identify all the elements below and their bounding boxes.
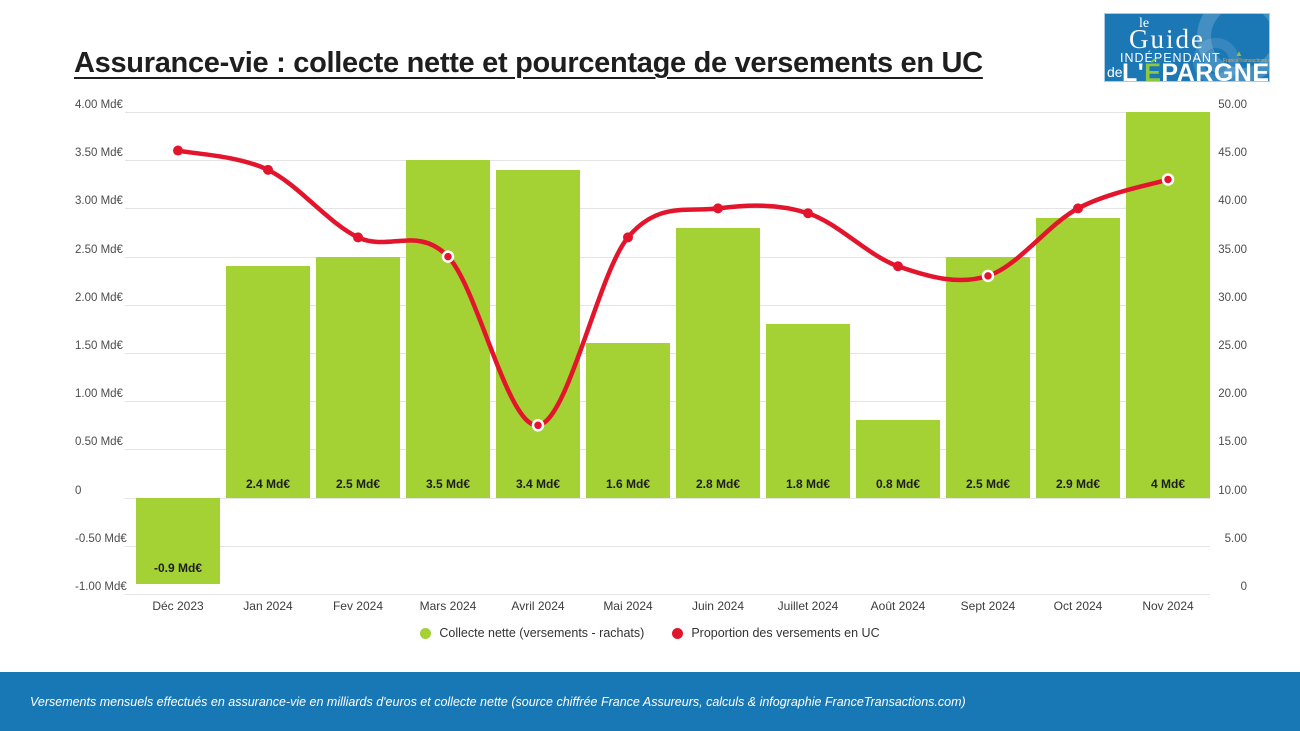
page-title: Assurance-vie : collecte nette et pource…: [74, 47, 983, 79]
bar-collecte-nette: [316, 256, 400, 498]
y-axis-label-left: 0.50 Md€: [75, 436, 123, 449]
x-axis-label: Oct 2024: [1053, 599, 1103, 613]
y-axis-label-right: 50.00: [1218, 99, 1247, 111]
y-axis-label-left: 1.50 Md€: [75, 340, 123, 352]
bar-collecte-nette: [406, 160, 490, 498]
y-axis-label-right: 15.00: [1218, 436, 1247, 449]
gridline: [125, 208, 1210, 210]
y-axis-label-left: 2.50 Md€: [75, 243, 123, 256]
bar-value-label: 3.5 Md€: [425, 476, 470, 491]
x-axis-label: Avril 2024: [511, 599, 565, 613]
gridline: [125, 256, 1210, 258]
legend-label: Collecte nette (versements - rachats): [439, 626, 645, 640]
bar-value-label: 2.5 Md€: [335, 476, 380, 491]
y-axis-label-right: 25.00: [1218, 340, 1247, 352]
bar-value-label: 4 Md€: [1150, 476, 1185, 491]
y-axis-label-right: 0: [1240, 581, 1247, 593]
y-axis-label-left: 3.50 Md€: [75, 147, 123, 160]
logo-text-de: de: [1107, 64, 1123, 80]
x-axis-label: Fev 2024: [332, 599, 384, 613]
line-point: [623, 232, 633, 243]
x-axis-label: Août 2024: [870, 599, 926, 613]
line-point: [173, 145, 183, 156]
y-axis-label-left: -0.50 Md€: [75, 532, 127, 545]
logo-text-le: le: [1139, 16, 1150, 31]
bar-value-label: 0.8 Md€: [875, 476, 920, 491]
line-point: [441, 250, 455, 263]
line-point: [713, 203, 723, 214]
bar-collecte-nette: [496, 169, 580, 498]
bar-value-label: 1.8 Md€: [785, 476, 830, 491]
legend-item-collecte-nette: Collecte nette (versements - rachats): [420, 626, 644, 640]
bar-collecte-nette: [946, 256, 1030, 498]
bar-collecte-nette: [586, 343, 670, 498]
y-axis-label-right: 10.00: [1218, 484, 1247, 497]
gridline: [125, 304, 1210, 306]
y-axis-label-left: 3.00 Md€: [75, 195, 123, 208]
line-point: [263, 164, 273, 175]
gridline: [125, 594, 1210, 595]
line-point: [1073, 203, 1083, 214]
x-axis-label: Nov 2024: [1142, 599, 1194, 613]
bar-value-label: 2.8 Md€: [695, 476, 740, 491]
y-axis-label-left: -1.00 Md€: [75, 581, 127, 593]
logo-text-epargne: L'ÉPARGNE: [1122, 59, 1270, 82]
gridline: [125, 497, 1210, 499]
guide-epargne-logo: le Guide INDÉPENDANT ▲ FranceTransaction…: [1104, 13, 1270, 82]
y-axis-label-right: 45.00: [1218, 147, 1247, 160]
gridline: [125, 112, 1210, 113]
y-axis-label-right: 5.00: [1224, 532, 1247, 545]
y-axis-label-right: 30.00: [1218, 291, 1247, 304]
legend-item-proportion-uc: Proportion des versements en UC: [672, 626, 880, 640]
bar-value-label: 3.4 Md€: [515, 476, 560, 491]
line-point: [981, 269, 995, 283]
y-axis-label-left: 0: [75, 484, 82, 497]
bar-value-label: 2.4 Md€: [245, 476, 290, 491]
francetransactions-pyramid-icon: ▲: [1235, 49, 1243, 58]
legend-label: Proportion des versements en UC: [691, 626, 880, 640]
y-axis-label-right: 35.00: [1218, 243, 1247, 256]
line-point: [893, 261, 903, 272]
bar-collecte-nette: [136, 497, 220, 585]
y-axis-label-right: 20.00: [1218, 388, 1247, 401]
y-axis-label-left: 4.00 Md€: [75, 99, 123, 111]
gridline: [125, 160, 1210, 162]
bar-collecte-nette: [766, 324, 850, 498]
x-axis-label: Déc 2023: [152, 599, 204, 613]
bar-value-label: 2.9 Md€: [1055, 476, 1100, 491]
y-axis-label-left: 1.00 Md€: [75, 388, 123, 401]
logo-text-guide: Guide: [1129, 24, 1205, 54]
x-axis-label: Mars 2024: [419, 599, 477, 613]
bar-collecte-nette: [856, 420, 940, 498]
bar-value-label: -0.9 Md€: [153, 561, 202, 576]
y-axis-label-left: 2.00 Md€: [75, 291, 123, 304]
line-path: [175, 148, 1171, 428]
logo-rings-decoration: [1193, 38, 1239, 81]
x-axis-label: Juillet 2024: [777, 599, 839, 613]
bar-collecte-nette: [226, 266, 310, 498]
line-point: [531, 419, 545, 432]
bar-collecte-nette: [1036, 218, 1120, 498]
logo-text-brand: FranceTransactions.com: [1223, 58, 1269, 64]
x-axis-label: Juin 2024: [691, 599, 745, 613]
bar-value-label: 2.5 Md€: [965, 476, 1010, 491]
y-axis-label-right: 40.00: [1218, 195, 1247, 208]
legend-dot-red: [672, 627, 684, 639]
x-axis-label: Sept 2024: [960, 599, 1016, 613]
x-axis-label: Mai 2024: [603, 599, 653, 613]
bar-value-label: 1.6 Md€: [605, 476, 650, 491]
bar-collecte-nette: [676, 227, 760, 498]
x-axis-label: Jan 2024: [243, 599, 293, 613]
line-point: [1161, 173, 1175, 186]
legend-dot-green: [420, 627, 432, 639]
footer-bar: Versements mensuels effectués en assuran…: [0, 672, 1300, 731]
chart-legend: Collecte nette (versements - rachats) Pr…: [0, 626, 1300, 640]
line-point: [353, 232, 363, 243]
gridline: [125, 545, 1210, 547]
line-point: [803, 208, 813, 219]
footer-source-text: Versements mensuels effectués en assuran…: [30, 694, 966, 709]
logo-text-independant: INDÉPENDANT: [1120, 51, 1221, 65]
